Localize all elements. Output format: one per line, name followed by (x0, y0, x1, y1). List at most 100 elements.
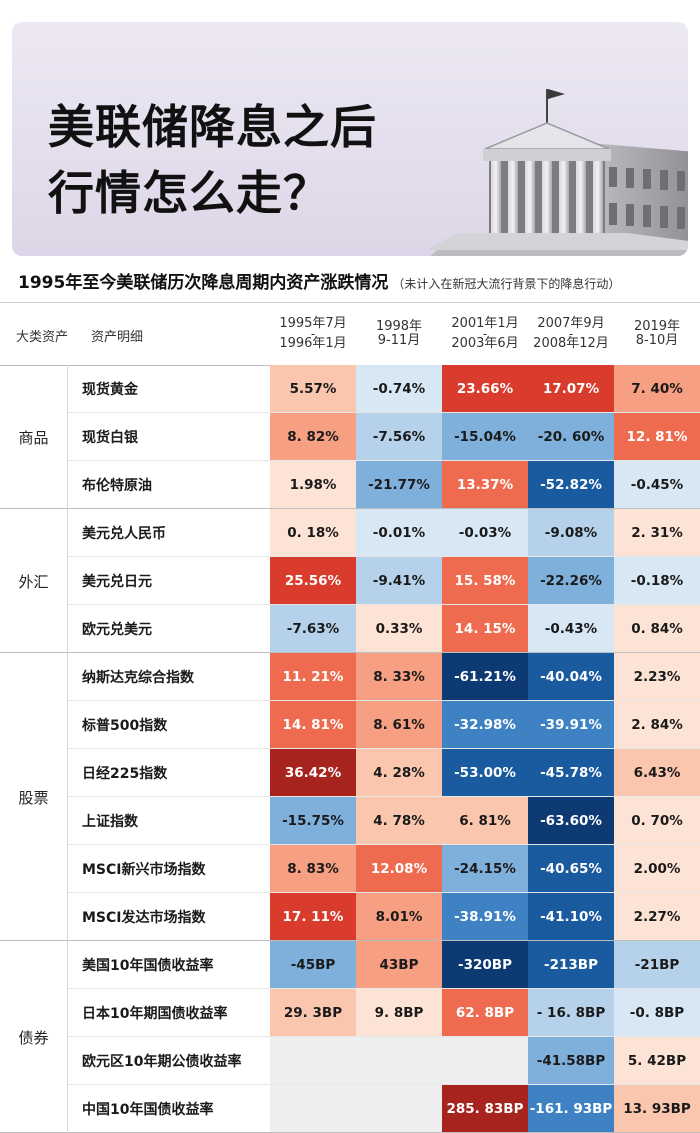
heatmap-cell: -21.77% (356, 461, 442, 508)
period-header-line2: 2003年6月 (451, 336, 519, 351)
heatmap-cell: -24.15% (442, 845, 528, 892)
heatmap-cell: 11. 21% (270, 653, 356, 700)
heatmap-cell: 9. 8BP (356, 989, 442, 1036)
asset-row-label: 美元兑人民币 (82, 525, 166, 542)
heatmap-cell: 14. 81% (270, 701, 356, 748)
heatmap-cell: 15. 58% (442, 557, 528, 604)
period-header-line1: 2007年9月 (537, 316, 605, 331)
period-header-dash: - (310, 327, 316, 341)
period-header-line1: 2019年 (633, 319, 681, 334)
asset-row-label: 中国10年国债收益率 (82, 1101, 214, 1118)
heatmap-cell: 7. 40% (614, 365, 700, 412)
period-header-line2: 1996年1月 (279, 336, 347, 351)
heatmap-cell: -213BP (528, 941, 614, 988)
heatmap-cell: 2.27% (614, 893, 700, 940)
asset-row-label: 美国10年国债收益率 (82, 957, 214, 974)
heatmap-cell: -9.41% (356, 557, 442, 604)
row-separator (67, 988, 700, 989)
asset-detail-header: 资产明细 (91, 330, 144, 345)
row-separator (67, 700, 700, 701)
header-banner: 美联储降息之后 行情怎么走？ (12, 22, 688, 256)
heatmap-cell: -40.65% (528, 845, 614, 892)
heatmap-cell: -53.00% (442, 749, 528, 796)
chart-title: 1995年至今美联储历次降息周期内资产涨跌情况 （未计入在新冠大流行背景下的降息行… (18, 268, 688, 293)
group-separator (0, 508, 700, 509)
heatmap-cell (356, 1037, 442, 1084)
group-separator (0, 940, 700, 941)
heatmap-cell: 2. 84% (614, 701, 700, 748)
heatmap-cell: 13. 93BP (614, 1085, 700, 1132)
federal-reserve-building-icon (427, 89, 688, 256)
asset-row-label: 上证指数 (82, 813, 138, 830)
heatmap-cell: 6. 81% (442, 797, 528, 844)
asset-row-label: 日经225指数 (82, 765, 168, 782)
heatmap-cell: -40.04% (528, 653, 614, 700)
heatmap-cell: 13.37% (442, 461, 528, 508)
row-separator (67, 796, 700, 797)
heatmap-cell: 36.42% (270, 749, 356, 796)
heatmap-cell: 12. 81% (614, 413, 700, 460)
heatmap-cell: 23.66% (442, 365, 528, 412)
asset-row-label: 现货黄金 (82, 381, 138, 398)
heatmap-cell: -61.21% (442, 653, 528, 700)
heatmap-cell: 5.57% (270, 365, 356, 412)
heatmap-cell: 17.07% (528, 365, 614, 412)
heatmap-cell: -22.26% (528, 557, 614, 604)
period-header-line1: 1998年 (375, 319, 423, 334)
banner-title: 美联储降息之后 行情怎么走？ (48, 94, 377, 226)
chart-title-text: 1995年至今美联储历次降息周期内资产涨跌情况 (18, 273, 389, 293)
heatmap-cell: 8. 83% (270, 845, 356, 892)
row-separator (67, 460, 700, 461)
heatmap-cell: -0.01% (356, 509, 442, 556)
asset-class-cell: 外汇 (18, 572, 49, 591)
row-separator (67, 892, 700, 893)
heatmap-cell: 0. 18% (270, 509, 356, 556)
heatmap-cell: -39.91% (528, 701, 614, 748)
heatmap-cell: -0.45% (614, 461, 700, 508)
period-header: 2019年 8-10月 (614, 306, 700, 362)
period-header-line2: 8-10月 (635, 333, 679, 348)
period-header-line1: 1995年7月 (279, 316, 347, 331)
label-column-divider (67, 365, 68, 1133)
heatmap-cell: -0. 8BP (614, 989, 700, 1036)
row-separator (67, 1084, 700, 1085)
row-separator (67, 412, 700, 413)
heatmap-cell: 43BP (356, 941, 442, 988)
heatmap-cell: 8. 33% (356, 653, 442, 700)
heatmap-cell: -0.03% (442, 509, 528, 556)
heatmap-cell: -21BP (614, 941, 700, 988)
heatmap-cell: -38.91% (442, 893, 528, 940)
heatmap-cell: -7.56% (356, 413, 442, 460)
heatmap-cell: 2.00% (614, 845, 700, 892)
period-header: 2007年9月 -2008年12月 (528, 306, 614, 362)
heatmap-cell: -45BP (270, 941, 356, 988)
asset-row-label: 现货白银 (82, 429, 138, 446)
heatmap-cell: -161. 93BP (528, 1085, 614, 1132)
heatmap-cell (442, 1037, 528, 1084)
heatmap-cell: 4. 28% (356, 749, 442, 796)
period-header-line2: 9-11月 (377, 333, 421, 348)
period-header: 1998年 9-11月 (356, 306, 442, 362)
heatmap-cell: 0.33% (356, 605, 442, 652)
period-header: 2001年1月 -2003年6月 (442, 306, 528, 362)
asset-class-cell: 债券 (18, 1028, 49, 1047)
asset-class-cell: 商品 (18, 428, 49, 447)
heatmap-cell: 0. 84% (614, 605, 700, 652)
heatmap-cell: -0.18% (614, 557, 700, 604)
heatmap-cell: 1.98% (270, 461, 356, 508)
heatmap-cell (356, 1085, 442, 1132)
heatmap-cell: -41.10% (528, 893, 614, 940)
asset-row-label: 布伦特原油 (82, 477, 152, 494)
heatmap-cell: -52.82% (528, 461, 614, 508)
heatmap-cell: 8. 82% (270, 413, 356, 460)
row-separator (67, 844, 700, 845)
heatmap-cell: -320BP (442, 941, 528, 988)
heatmap-cell: 14. 15% (442, 605, 528, 652)
heatmap-cell: - 16. 8BP (528, 989, 614, 1036)
row-separator (67, 748, 700, 749)
period-header: 1995年7月 -1996年1月 (270, 306, 356, 362)
heatmap-cell: 6.43% (614, 749, 700, 796)
heatmap-cell: -41.58BP (528, 1037, 614, 1084)
heatmap-cell: 285. 83BP (442, 1085, 528, 1132)
heatmap-cell: 2. 31% (614, 509, 700, 556)
